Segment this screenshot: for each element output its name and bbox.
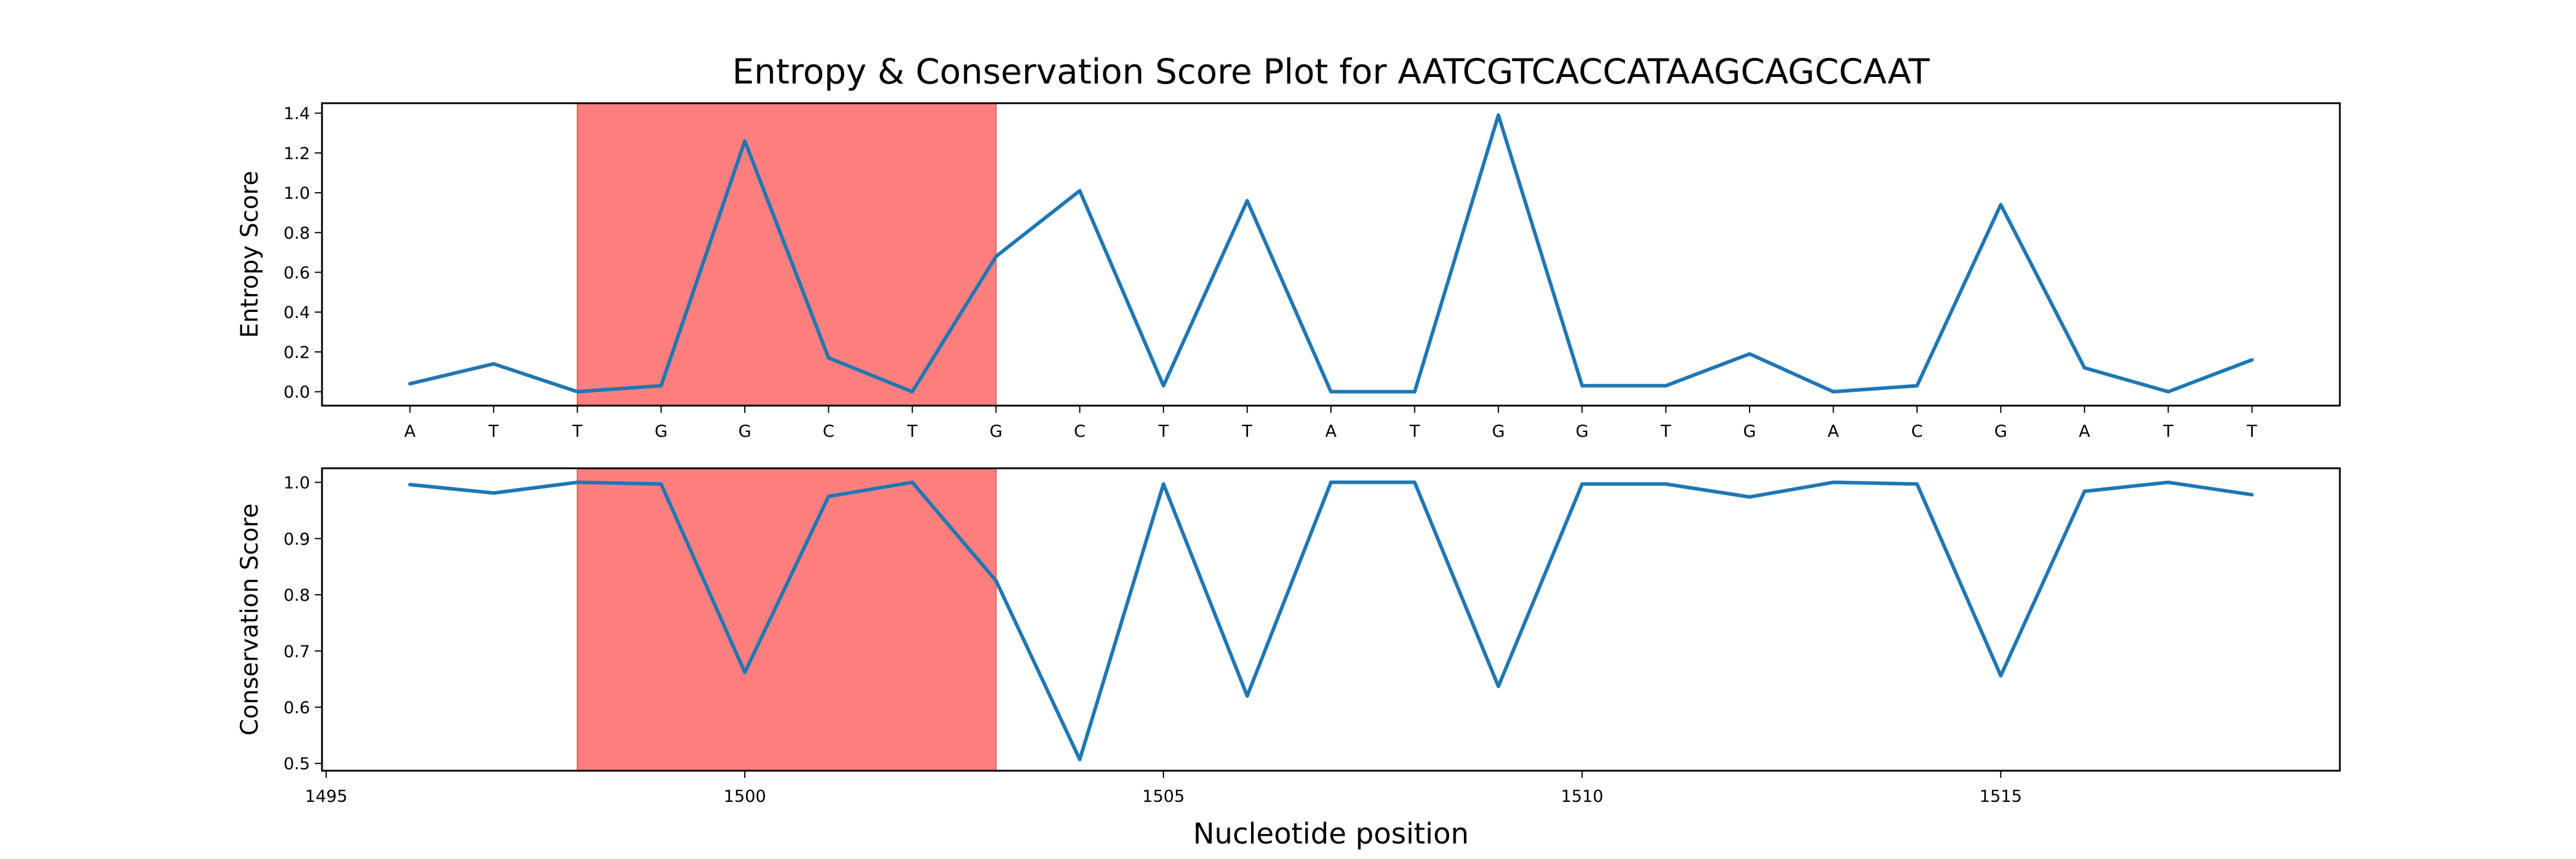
nucleotide-label: G — [1743, 421, 1756, 441]
y-tick-label: 0.6 — [283, 263, 310, 283]
nucleotide-label: T — [488, 421, 499, 441]
y-tick-label: 0.7 — [283, 641, 310, 661]
nucleotide-label: G — [989, 421, 1002, 441]
y-tick-label: 0.5 — [283, 754, 310, 774]
y-axis-label: Entropy Score — [236, 171, 264, 338]
nucleotide-label: G — [1575, 421, 1589, 441]
x-axis-label: Nucleotide position — [1193, 817, 1469, 851]
nucleotide-label: T — [1660, 421, 1671, 441]
conservation-line — [408, 480, 2254, 762]
x-tick-label: 1500 — [723, 786, 766, 806]
nucleotide-label: T — [1158, 421, 1169, 441]
nucleotide-label: G — [655, 421, 668, 441]
y-tick-label: 0.8 — [283, 585, 310, 605]
entropy-panel: 0.0 0.2 0.4 0.6 0.8 1.0 1.2 1.4 Entropy Score A T T… — [236, 102, 2341, 441]
y-tick-label: 0.8 — [283, 223, 310, 243]
y-tick-label: 1.0 — [283, 183, 310, 203]
nucleotide-label: A — [2079, 421, 2090, 441]
nucleotide-label: C — [823, 421, 835, 441]
y-tick-label: 0.2 — [283, 342, 310, 362]
nucleotide-label: T — [572, 421, 583, 441]
nucleotide-label: T — [1409, 421, 1420, 441]
nucleotide-label: T — [2246, 421, 2258, 441]
y-tick-label: 0.0 — [283, 382, 310, 402]
plot-frame — [321, 467, 2341, 772]
nucleotide-label: T — [1241, 421, 1253, 441]
x-tick-label: 1495 — [305, 786, 347, 806]
entropy-line — [408, 113, 2254, 394]
x-tick-label: 1505 — [1143, 786, 1185, 806]
nucleotide-label: A — [404, 421, 416, 441]
y-tick-label: 0.4 — [283, 302, 310, 322]
nucleotide-label: G — [1492, 421, 1505, 441]
plot-frame — [321, 102, 2341, 407]
highlight-region — [577, 468, 997, 771]
y-tick-label: 1.0 — [283, 473, 310, 493]
conservation-panel: 0.5 0.6 0.7 0.8 0.9 1.0 Conservation Score 1495… — [236, 467, 2341, 806]
y-tick-label: 1.2 — [283, 143, 310, 163]
y-axis-label: Conservation Score — [236, 503, 264, 736]
nucleotide-label: G — [738, 421, 751, 441]
nucleotide-label: G — [1994, 421, 2007, 441]
nucleotide-label: C — [1911, 421, 1923, 441]
nucleotide-label: T — [2163, 421, 2174, 441]
nucleotide-label: A — [1325, 421, 1336, 441]
nucleotide-label: C — [1074, 421, 1086, 441]
y-tick-label: 1.4 — [283, 104, 310, 123]
x-tick-label: 1510 — [1561, 786, 1603, 806]
y-tick-label: 0.9 — [283, 529, 310, 549]
nucleotide-label: T — [906, 421, 918, 441]
y-tick-label: 0.6 — [283, 698, 310, 718]
nucleotide-label: A — [1828, 421, 1839, 441]
chart-title: Entropy & Conservation Score Plot for AA… — [732, 51, 1930, 92]
x-tick-label: 1515 — [1980, 786, 2022, 806]
highlight-region — [577, 103, 997, 406]
